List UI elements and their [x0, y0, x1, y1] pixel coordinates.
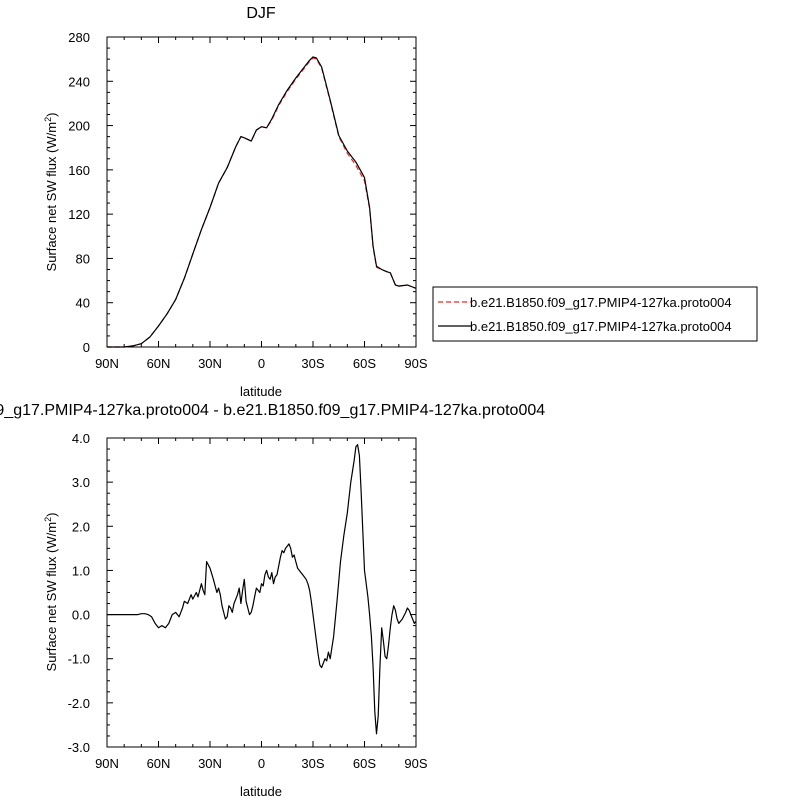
- top-x-tick-label: 90S: [404, 356, 427, 371]
- bottom-x-tick-label: 60N: [147, 756, 171, 771]
- top-x-tick-label: 0: [258, 356, 265, 371]
- top-series-line-dashed-0: [107, 57, 417, 348]
- top-title: DJF: [246, 5, 276, 22]
- top-y-axis: 0 40 80 120 160 200 240 280: [68, 30, 416, 355]
- bottom-y-tick-label: 3.0: [72, 475, 90, 490]
- legend-box: [432, 286, 758, 342]
- bottom-y-axis-label: Surface net SW flux (W/m2): [43, 513, 59, 672]
- bottom-x-axis-label: latitude: [240, 784, 282, 799]
- bottom-x-tick-label: 30N: [198, 756, 222, 771]
- bottom-panel: b.e21.B1850.f09_g17.PMIP4-127ka.proto004…: [0, 402, 545, 799]
- bottom-x-tick-label: 60S: [353, 756, 376, 771]
- top-x-tick-label: 60S: [353, 356, 376, 371]
- bottom-y-tick-label: 2.0: [72, 519, 90, 534]
- top-plot-frame: [106, 36, 417, 348]
- top-panel: DJF 90N 60N 30N 0 30S 60S 90S 0 40 80 120 160 200 24…: [43, 5, 758, 399]
- legend: b.e21.B1850.f09_g17.PMIP4-127ka.proto004…: [432, 286, 758, 342]
- top-y-tick-label: 160: [68, 163, 90, 178]
- top-x-axis-label: latitude: [240, 384, 282, 399]
- bottom-y-tick-label: 1.0: [72, 563, 90, 578]
- top-y-tick-label: 0: [83, 340, 90, 355]
- bottom-plot-frame: [106, 437, 417, 748]
- top-y-tick-label: 80: [76, 251, 90, 266]
- bottom-x-tick-label: 90S: [404, 756, 427, 771]
- bottom-series-lines: [107, 444, 417, 735]
- legend-label-solid: b.e21.B1850.f09_g17.PMIP4-127ka.proto004: [470, 319, 732, 334]
- bottom-y-tick-label: -1.0: [68, 652, 90, 667]
- bottom-x-tick-label: 90N: [95, 756, 119, 771]
- bottom-y-axis: 4.0 3.0 2.0 1.0 0.0 -1.0 -2.0 -3.0: [68, 431, 416, 755]
- top-x-tick-label: 90N: [95, 356, 119, 371]
- legend-item-dashed: b.e21.B1850.f09_g17.PMIP4-127ka.proto004: [438, 295, 732, 310]
- bottom-y-tick-label: -2.0: [68, 696, 90, 711]
- legend-label-dashed: b.e21.B1850.f09_g17.PMIP4-127ka.proto004: [470, 295, 732, 310]
- bottom-y-tick-label: -3.0: [68, 740, 90, 755]
- top-x-tick-label: 30S: [301, 356, 324, 371]
- legend-item-solid: b.e21.B1850.f09_g17.PMIP4-127ka.proto004: [438, 319, 732, 334]
- top-y-tick-label: 280: [68, 30, 90, 45]
- bottom-series-line-solid-0: [107, 444, 417, 735]
- bottom-y-tick-label: 4.0: [72, 431, 90, 446]
- top-series-line-solid-1: [107, 56, 417, 348]
- top-x-tick-label: 30N: [198, 356, 222, 371]
- top-x-axis: 90N 60N 30N 0 30S 60S 90S: [95, 37, 428, 371]
- bottom-x-axis: 90N 60N 30N 0 30S 60S 90S: [95, 438, 428, 771]
- top-y-tick-label: 40: [76, 296, 90, 311]
- bottom-x-tick-label: 0: [258, 756, 265, 771]
- top-y-axis-label: Surface net SW flux (W/m2): [43, 113, 59, 272]
- top-x-tick-label: 60N: [147, 356, 171, 371]
- bottom-y-tick-label: 0.0: [72, 608, 90, 623]
- top-series-lines: [107, 56, 417, 348]
- bottom-x-tick-label: 30S: [301, 756, 324, 771]
- bottom-title: b.e21.B1850.f09_g17.PMIP4-127ka.proto004…: [0, 402, 545, 419]
- top-y-tick-label: 200: [68, 119, 90, 134]
- top-y-tick-label: 120: [68, 207, 90, 222]
- top-y-tick-label: 240: [68, 74, 90, 89]
